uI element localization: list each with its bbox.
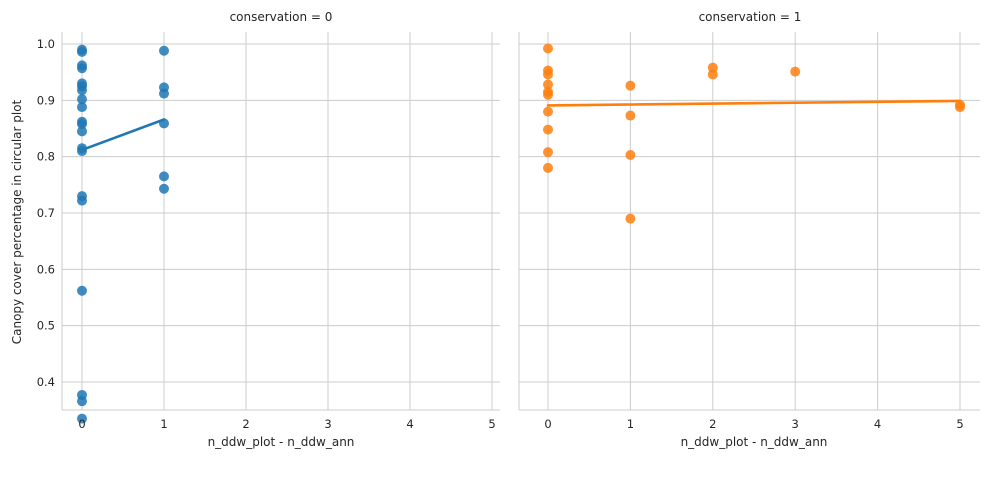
x-tick-label: 5 bbox=[488, 417, 495, 431]
data-point bbox=[77, 396, 87, 407]
x-tick-label: 4 bbox=[874, 417, 881, 431]
y-tick-label: 0.8 bbox=[37, 150, 55, 164]
data-point bbox=[77, 285, 87, 296]
data-point bbox=[77, 126, 87, 137]
y-tick-label: 1.0 bbox=[37, 37, 55, 51]
y-tick-label: 0.5 bbox=[37, 319, 55, 333]
y-axis-ticks: 0.4 0.5 0.6 0.7 0.8 0.9 1.0 bbox=[37, 37, 55, 389]
regression-line bbox=[80, 118, 166, 152]
x-axis-label: n_ddw_plot - n_ddw_ann bbox=[208, 435, 355, 449]
data-point bbox=[159, 88, 169, 99]
data-point bbox=[625, 80, 636, 91]
data-point bbox=[543, 124, 553, 135]
x-tick-label: 2 bbox=[709, 417, 716, 431]
x-tick-label: 1 bbox=[627, 417, 634, 431]
x-tick-label: 3 bbox=[792, 417, 799, 431]
data-point bbox=[77, 195, 87, 206]
x-tick-label: 1 bbox=[160, 417, 167, 431]
x-tick-label: 0 bbox=[78, 417, 85, 431]
regression-line bbox=[546, 99, 962, 107]
data-point bbox=[543, 69, 553, 80]
data-point bbox=[707, 69, 718, 80]
data-point bbox=[543, 162, 553, 173]
data-point bbox=[77, 85, 87, 96]
x-tick-label: 5 bbox=[956, 417, 963, 431]
x-axis-label: n_ddw_plot - n_ddw_ann bbox=[681, 435, 828, 449]
data-point bbox=[77, 63, 87, 74]
data-point bbox=[955, 102, 965, 113]
y-tick-label: 0.7 bbox=[37, 206, 55, 220]
data-point bbox=[543, 79, 553, 90]
panel-title: conservation = 0 bbox=[230, 10, 333, 24]
panel-title: conservation = 1 bbox=[699, 10, 802, 24]
data-point bbox=[543, 89, 553, 100]
y-tick-label: 0.9 bbox=[37, 93, 55, 107]
data-point bbox=[625, 149, 636, 160]
data-point bbox=[159, 183, 169, 194]
data-point bbox=[625, 213, 636, 224]
y-axis-label: Canopy cover percentage in circular plot bbox=[10, 99, 24, 344]
data-point bbox=[159, 171, 169, 182]
data-point bbox=[77, 118, 87, 129]
x-tick-label: 3 bbox=[324, 417, 331, 431]
panel-conservation-0: 0 1 2 3 4 5 conservation = 0 n_ddw_plot - n_d… bbox=[61, 10, 500, 449]
data-point bbox=[77, 413, 87, 424]
y-tick-label: 0.6 bbox=[37, 262, 55, 276]
data-point bbox=[77, 94, 87, 105]
data-point bbox=[159, 45, 169, 56]
data-point bbox=[625, 110, 636, 121]
x-tick-label: 4 bbox=[406, 417, 413, 431]
data-point bbox=[77, 46, 87, 57]
data-point bbox=[77, 102, 87, 113]
data-point bbox=[543, 43, 553, 54]
y-tick-label: 0.4 bbox=[37, 375, 55, 389]
data-point bbox=[790, 66, 801, 77]
data-point bbox=[543, 147, 553, 158]
x-tick-label: 0 bbox=[544, 417, 551, 431]
panel-conservation-1: 0 1 2 3 4 5 conservation = 1 n_ddw_plot - n_d… bbox=[518, 10, 980, 449]
data-point bbox=[543, 106, 553, 117]
x-tick-label: 2 bbox=[242, 417, 249, 431]
